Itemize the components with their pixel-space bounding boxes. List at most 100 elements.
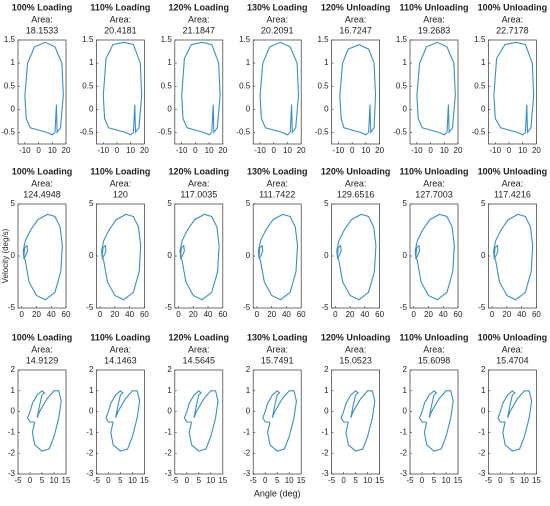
axes-box	[174, 369, 224, 475]
y-tick-label: 1	[481, 386, 486, 395]
y-tick-label: 1	[324, 386, 329, 395]
area-value: 20.2091	[261, 25, 294, 35]
y-tick-label: 2	[403, 365, 408, 374]
area-value: 14.1463	[104, 355, 137, 365]
x-tick-label: -10	[333, 146, 345, 155]
y-tick-label: 1.5	[239, 35, 251, 44]
x-tick-label: -5	[14, 476, 22, 485]
x-tick-label: 0	[106, 476, 111, 485]
area-label: Area:	[345, 344, 367, 354]
x-tick-label: 10	[520, 476, 529, 485]
x-tick-label: 40	[204, 310, 213, 319]
axes-box	[174, 39, 224, 145]
y-tick-label: 0.5	[161, 81, 173, 90]
panel-title: 120% Unloading	[321, 2, 391, 12]
y-tick-label: -0.5	[80, 128, 94, 137]
y-tick-label: 0.5	[317, 81, 329, 90]
x-tick-label: -10	[176, 146, 188, 155]
area-label: Area:	[345, 178, 367, 188]
x-tick-label: 5	[353, 476, 358, 485]
y-tick-label: 5	[89, 199, 94, 208]
axes-box	[17, 369, 67, 475]
x-tick-label: 10	[206, 476, 215, 485]
x-tick-label: 10	[518, 146, 527, 155]
y-tick-label: 0	[11, 251, 16, 260]
curve	[181, 41, 221, 136]
panel-title: 130% Loading	[247, 332, 308, 342]
y-tick-label: 1	[11, 58, 16, 67]
area-label: Area:	[188, 178, 210, 188]
y-tick-label: -0.5	[236, 128, 250, 137]
axes-box	[96, 369, 145, 475]
x-tick-label: 0	[507, 146, 512, 155]
area-value: 21.1847	[183, 25, 216, 35]
y-tick-label: -5	[8, 303, 16, 312]
area-label: Area:	[345, 14, 367, 24]
curve	[336, 213, 377, 301]
area-label: Area:	[423, 178, 445, 188]
x-tick-label: 5	[432, 476, 437, 485]
x-tick-label: 0	[428, 146, 433, 155]
y-tick-label: 1.5	[161, 35, 173, 44]
y-tick-label: 0	[481, 407, 486, 416]
area-label: Area:	[110, 344, 132, 354]
x-tick-label: 15	[375, 476, 384, 485]
y-tick-label: 0	[89, 251, 94, 260]
axes-box	[252, 39, 302, 145]
y-tick-label: 0	[246, 251, 251, 260]
x-tick-label: 5	[197, 476, 202, 485]
y-tick-label: -1	[321, 428, 329, 437]
curve	[26, 390, 62, 452]
area-value: 18.1533	[26, 25, 59, 35]
curve	[339, 43, 377, 136]
y-tick-label: 5	[11, 199, 16, 208]
area-label: Area:	[266, 14, 288, 24]
area-label: Area:	[110, 178, 132, 188]
area-label: Area:	[502, 14, 524, 24]
x-tick-label: 20	[375, 146, 384, 155]
area-value: 14.5645	[183, 355, 216, 365]
y-tick-label: 0	[167, 104, 172, 113]
y-tick-label: -3	[321, 469, 329, 478]
x-tick-label: -5	[328, 476, 336, 485]
y-tick-label: 0	[481, 251, 486, 260]
y-tick-label: 0	[167, 407, 172, 416]
curve	[262, 390, 297, 452]
y-tick-label: -1	[243, 428, 251, 437]
x-tick-label: -5	[485, 476, 493, 485]
y-tick-label: -1	[400, 428, 408, 437]
y-tick-label: 0	[403, 104, 408, 113]
y-tick-label: -2	[8, 448, 16, 457]
y-tick-label: -3	[8, 469, 16, 478]
y-tick-label: -3	[165, 469, 173, 478]
x-tick-label: 10	[128, 476, 137, 485]
axes-box	[409, 369, 459, 475]
y-tick-label: 5	[481, 199, 486, 208]
x-tick-label: 5	[510, 476, 515, 485]
x-tick-label: 20	[267, 310, 276, 319]
x-tick-label: -10	[19, 146, 31, 155]
panel-title: 120% Loading	[169, 166, 230, 176]
y-tick-label: 2	[89, 365, 94, 374]
y-tick-label: -5	[321, 303, 329, 312]
panel-title: 120% Loading	[169, 332, 230, 342]
y-tick-label: -3	[478, 469, 486, 478]
y-tick-label: 1	[89, 58, 94, 67]
area-label: Area:	[31, 344, 53, 354]
y-tick-label: 1.5	[396, 35, 408, 44]
curve	[497, 390, 533, 452]
x-tick-label: 40	[125, 310, 134, 319]
x-tick-label: 10	[205, 146, 214, 155]
panel-title: 110% Loading	[90, 166, 150, 176]
x-tick-label: 0	[98, 310, 103, 319]
x-tick-label: 5	[275, 476, 280, 485]
x-tick-label: 0	[263, 476, 268, 485]
axes-box	[331, 39, 380, 145]
y-tick-label: 0.5	[82, 81, 94, 90]
x-tick-label: 5	[40, 476, 45, 485]
x-tick-label: -10	[411, 146, 423, 155]
curve	[257, 213, 299, 301]
y-tick-label: 1	[324, 58, 329, 67]
x-tick-label: 0	[193, 146, 198, 155]
area-value: 129.6516	[337, 189, 375, 199]
